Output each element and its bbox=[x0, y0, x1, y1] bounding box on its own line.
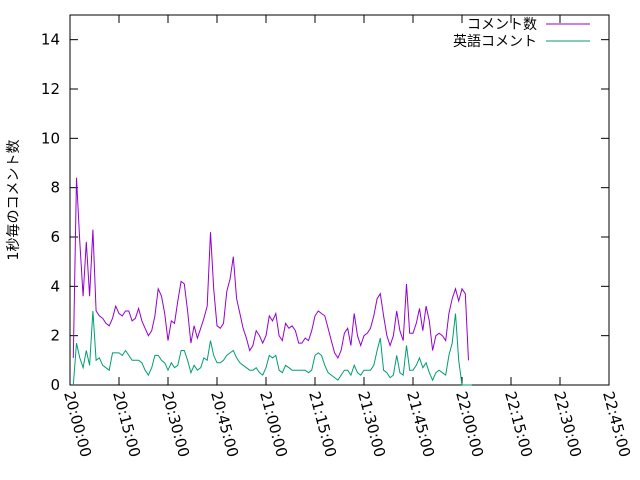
y-tick-label: 6 bbox=[50, 228, 60, 246]
series-line-1 bbox=[72, 177, 469, 361]
y-axis-label: 1秒毎のコメント数 bbox=[6, 140, 22, 261]
x-tick-label: 20:30:00 bbox=[158, 389, 193, 459]
x-axis: 20:00:00 20:15:00 20:30:00 20:45:00 21:00:00… bbox=[60, 15, 634, 459]
x-tick-label: 20:00:00 bbox=[60, 389, 95, 459]
y-tick-label: 2 bbox=[50, 327, 60, 345]
x-tick-label: 22:45:00 bbox=[599, 389, 634, 459]
y-tick-label: 8 bbox=[50, 179, 60, 197]
x-tick-label: 21:00:00 bbox=[256, 389, 291, 459]
y-tick-label: 14 bbox=[41, 31, 60, 49]
x-tick-label: 22:00:00 bbox=[452, 389, 487, 459]
legend-label: 英語コメント bbox=[453, 33, 537, 50]
x-tick-label: 21:45:00 bbox=[403, 389, 438, 459]
y-tick-label: 4 bbox=[50, 277, 60, 295]
y-tick-label: 12 bbox=[41, 80, 60, 98]
series-layer bbox=[72, 177, 472, 386]
plot-area-border bbox=[69, 14, 610, 386]
x-tick-label: 20:45:00 bbox=[207, 389, 242, 459]
x-tick-label: 22:30:00 bbox=[550, 389, 585, 459]
series-line-2 bbox=[72, 310, 472, 386]
x-tick-label: 21:15:00 bbox=[305, 389, 340, 459]
x-tick-label: 21:30:00 bbox=[354, 389, 389, 459]
y-tick-label: 10 bbox=[41, 129, 60, 147]
legend-label: コメント数 bbox=[467, 17, 537, 33]
plot-frame bbox=[69, 14, 610, 386]
y-axis: 0 2 4 6 8 10 12 14 bbox=[41, 31, 609, 394]
x-tick-label: 20:15:00 bbox=[109, 389, 144, 459]
y-tick-label: 0 bbox=[50, 376, 60, 394]
x-tick-label: 22:15:00 bbox=[501, 389, 536, 459]
